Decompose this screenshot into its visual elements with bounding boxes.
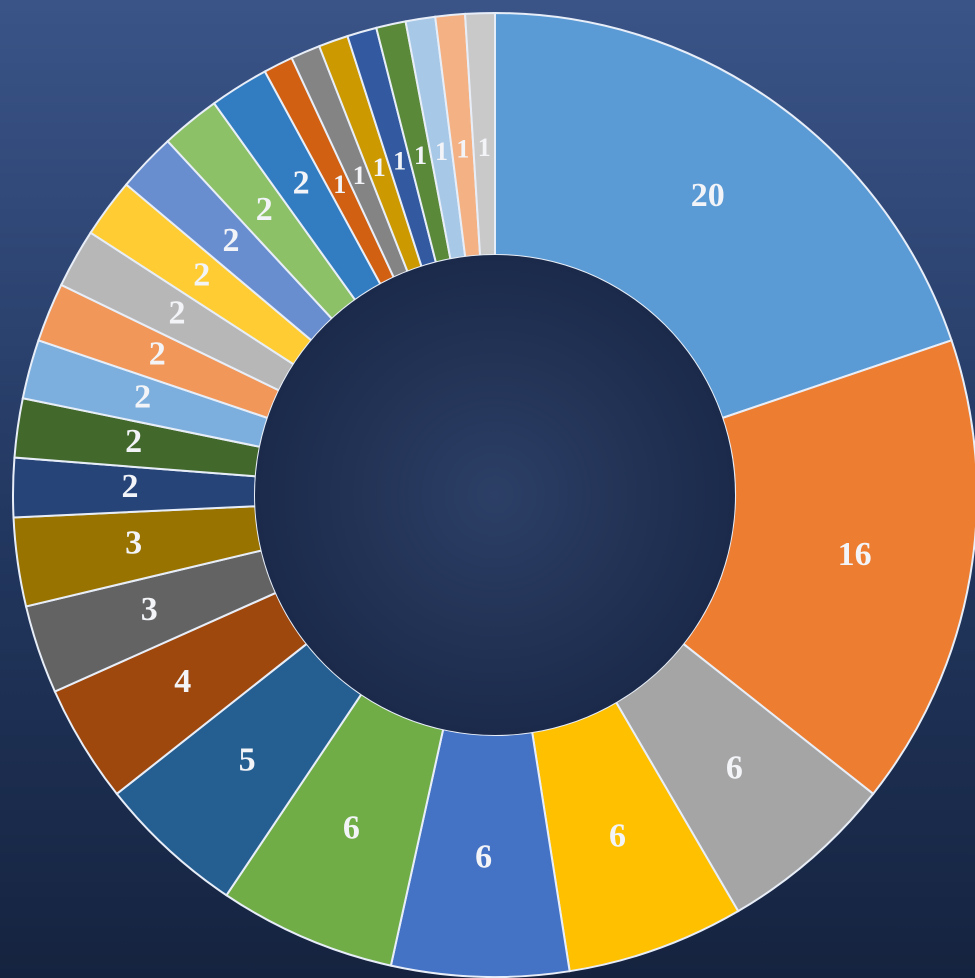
page: 20166666543322222222211111111 (() => { c… [0,0,975,978]
data-label: 16 [838,536,872,573]
data-label: 6 [475,839,492,876]
data-label: 6 [609,818,626,855]
data-label: 20 [691,177,725,214]
data-label: 3 [125,525,142,562]
data-label: 1 [393,146,406,175]
data-label: 6 [343,809,360,846]
data-label: 2 [293,165,310,202]
data-label: 4 [174,663,191,700]
data-label: 2 [256,191,273,228]
data-label: 2 [149,335,166,372]
data-label: 1 [353,161,366,190]
data-label: 1 [414,141,427,170]
data-label: 2 [169,295,186,332]
data-label: 1 [435,137,448,166]
data-label: 6 [726,749,743,786]
data-label: 5 [239,742,256,779]
data-label: 1 [373,153,386,182]
center-hole [255,255,735,735]
data-label: 2 [134,378,151,415]
data-label: 1 [478,133,491,162]
data-label: 2 [122,468,139,505]
data-label: 2 [193,257,210,294]
data-label: 2 [222,222,239,259]
chart: 20166666543322222222211111111 [0,0,975,978]
data-label: 1 [456,134,469,163]
data-label: 1 [333,170,346,199]
data-label: 2 [125,423,142,460]
data-label: 3 [141,591,158,628]
